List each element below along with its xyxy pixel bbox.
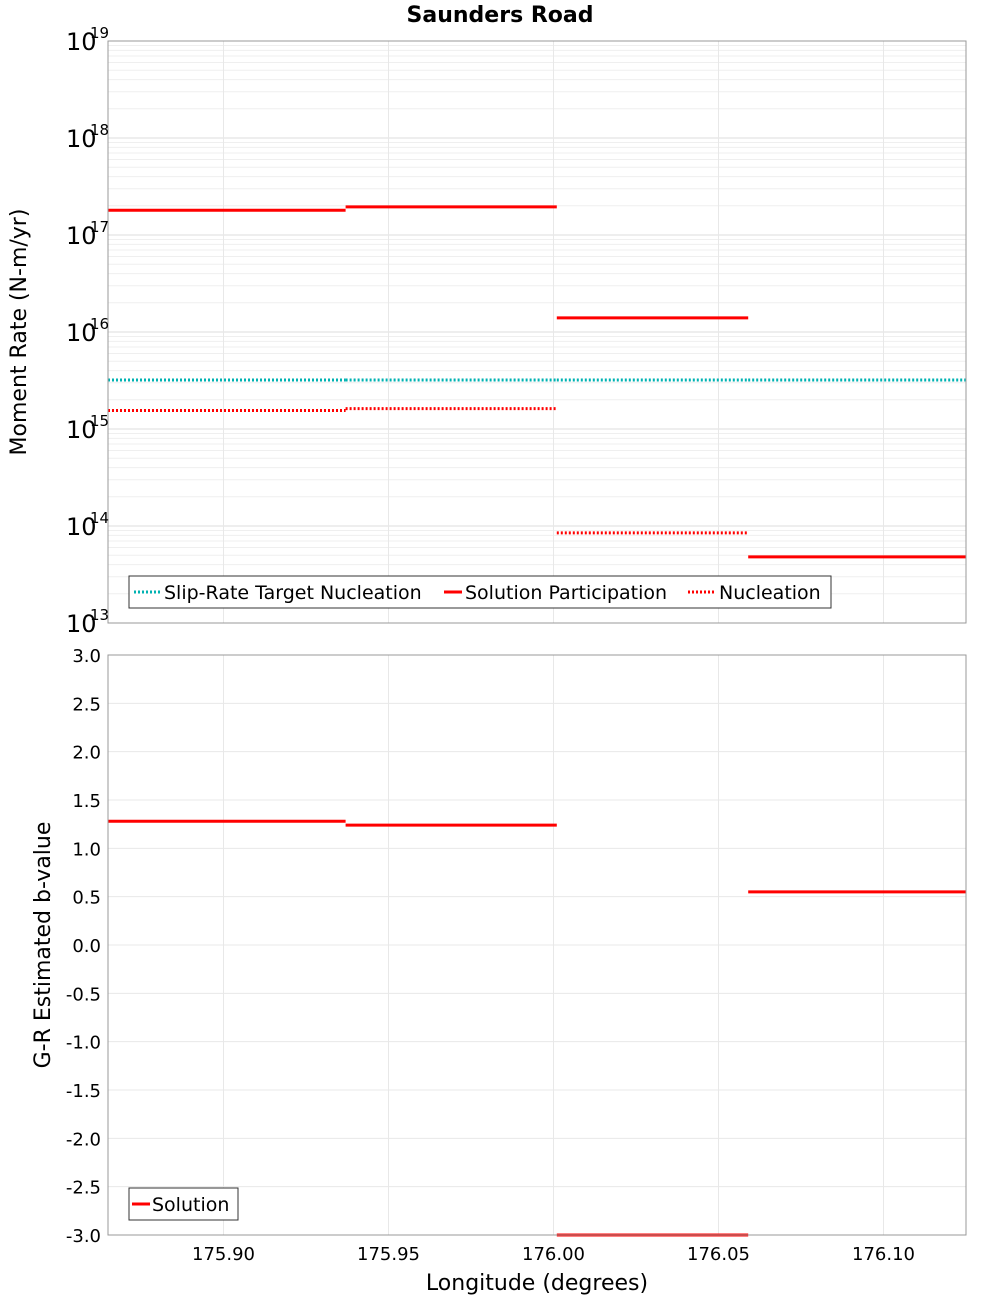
legend-label-nucleation: Nucleation <box>719 582 821 604</box>
y-tick-base: 10 <box>66 513 97 541</box>
y-tick-label: 1.5 <box>72 791 101 812</box>
x-axis-label: Longitude (degrees) <box>426 1271 648 1296</box>
y-tick-label: 1.0 <box>72 839 101 860</box>
y-tick-base: 10 <box>66 222 97 250</box>
y-tick-label: 0.0 <box>72 936 101 957</box>
moment-rate-plot-frame <box>107 40 967 624</box>
b-value-grid <box>108 654 966 1236</box>
moment-rate-legend: Slip-Rate Target Nucleation Solution Par… <box>128 575 832 609</box>
y-tick-label: -2.0 <box>66 1129 101 1150</box>
x-tick-label: 176.00 <box>522 1244 585 1265</box>
y-tick-exponent: 14 <box>90 509 109 527</box>
x-tick-label: 176.10 <box>852 1244 915 1265</box>
y-tick-exponent: 19 <box>90 24 109 42</box>
b-value-panel: 3.0 2.5 2.0 1.5 1.0 0.5 0.0 -0.5 -1.0 -1.5 -2.0 -2.… <box>31 646 967 1296</box>
y-tick-base: 10 <box>66 319 97 347</box>
y-tick-base: 10 <box>66 125 97 153</box>
y-tick-base: 10 <box>66 610 97 638</box>
moment-rate-y-axis-label: Moment Rate (N-m/yr) <box>7 209 32 456</box>
y-tick-exponent: 17 <box>90 218 109 236</box>
y-tick-exponent: 18 <box>90 121 109 139</box>
b-value-legend: Solution <box>128 1187 239 1221</box>
y-tick-exponent: 15 <box>90 412 109 430</box>
y-tick-label: -1.5 <box>66 1081 101 1102</box>
y-tick-label: 2.5 <box>72 694 101 715</box>
y-tick-label: 3.0 <box>72 646 101 667</box>
y-tick-label: -3.0 <box>66 1226 101 1247</box>
b-value-y-axis-label: G-R Estimated b-value <box>31 822 56 1069</box>
b-value-y-ticks: 3.0 2.5 2.0 1.5 1.0 0.5 0.0 -0.5 -1.0 -1.5 -2.0 -2.… <box>66 646 101 1247</box>
x-tick-label: 176.05 <box>687 1244 750 1265</box>
y-tick-label: -1.0 <box>66 1033 101 1054</box>
moment-rate-series <box>108 205 966 559</box>
legend-label-solution: Solution <box>152 1194 229 1216</box>
b-value-x-ticks: 175.90 175.95 176.00 176.05 176.10 <box>192 1244 915 1265</box>
b-value-plot-frame <box>107 654 967 1236</box>
chart-title: Saunders Road <box>407 3 594 28</box>
x-tick-label: 175.95 <box>357 1244 420 1265</box>
y-tick-exponent: 16 <box>90 315 109 333</box>
y-tick-base: 10 <box>66 28 97 56</box>
y-tick-label: -0.5 <box>66 984 101 1005</box>
legend-label-solution-participation: Solution Participation <box>465 582 667 604</box>
y-tick-base: 10 <box>66 416 97 444</box>
y-tick-label: -2.5 <box>66 1178 101 1199</box>
x-tick-label: 175.90 <box>192 1244 255 1265</box>
y-tick-label: 0.5 <box>72 888 101 909</box>
y-tick-exponent: 13 <box>90 606 109 624</box>
legend-label-slip-rate-target: Slip-Rate Target Nucleation <box>164 582 422 604</box>
y-tick-label: 2.0 <box>72 743 101 764</box>
